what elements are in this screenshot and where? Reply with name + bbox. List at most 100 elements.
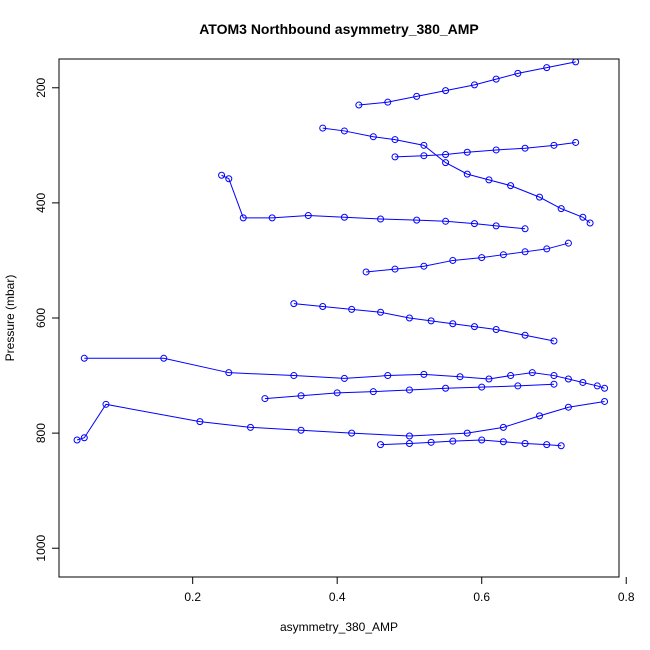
series-line-4 [322,127,591,224]
data-point [543,245,551,253]
data-point [304,212,312,220]
data-point [442,87,450,95]
data-point [442,217,450,225]
series-line-3 [221,174,526,230]
data-point [536,412,544,420]
data-point [225,175,233,183]
data-point [492,222,500,230]
x-tick-label: 0.4 [329,590,346,604]
data-point [405,439,413,447]
data-point [593,382,601,390]
data-point [319,124,327,132]
data-point [420,262,428,270]
y-tick-label: 600 [34,308,48,328]
x-tick-label: 0.2 [184,590,201,604]
chart-title: ATOM3 Northbound asymmetry_380_AMP [199,21,479,37]
data-point [557,205,565,213]
data-point [340,213,348,221]
data-point [507,182,515,190]
data-point [225,369,233,377]
series-line-1 [84,357,605,389]
data-point [478,254,486,262]
data-point [377,215,385,223]
data-point [456,373,464,381]
data-point [333,389,341,397]
data-point [405,314,413,322]
data-point [564,403,572,411]
data-point [449,320,457,328]
data-point [442,384,450,392]
data-point [550,372,558,380]
data-point [601,384,609,392]
data-point [297,426,305,434]
data-point [463,148,471,156]
data-point [420,370,428,378]
series-line-10 [394,141,576,158]
y-tick-label: 200 [34,77,48,97]
data-point [586,219,594,227]
data-point [492,326,500,334]
data-point [521,248,529,256]
data-point [521,439,529,447]
data-point [377,308,385,316]
data-point [521,331,529,339]
data-point [485,375,493,383]
data-point [102,400,110,408]
data-point [579,213,587,221]
data-point [470,323,478,331]
data-point [362,268,370,276]
data-point [290,372,298,380]
y-axis-label: Pressure (mbar) [3,275,17,362]
plot-frame [58,58,620,578]
data-point [492,146,500,154]
data-point [290,300,298,308]
data-point [405,432,413,440]
series-line-2 [76,400,605,441]
data-point [572,59,580,66]
data-point [413,92,421,100]
data-point [564,239,572,247]
data-point [463,429,471,437]
data-point [499,251,507,259]
data-point [218,171,226,179]
data-point [348,429,356,437]
data-point [557,442,565,450]
data-point [478,436,486,444]
data-point [543,441,551,449]
data-point [442,159,450,167]
data-point [499,423,507,431]
data-point [470,220,478,228]
data-point [391,136,399,144]
data-point [420,141,428,149]
data-point [543,64,551,72]
data-point [521,225,529,233]
data-point [449,256,457,264]
data-point [550,337,558,345]
data-point [492,75,500,83]
data-point [442,151,450,159]
data-point [319,302,327,310]
data-point [384,98,392,106]
data-point [507,372,515,380]
data-point [348,305,356,313]
data-point [196,418,204,426]
y-tick-label: 400 [34,193,48,213]
x-tick-label: 0.6 [473,590,490,604]
data-point [297,392,305,400]
x-tick-label: 0.8 [618,590,635,604]
data-point [536,193,544,201]
data-point [246,423,254,431]
data-point [391,153,399,161]
series-line-7 [358,61,576,106]
plot-data [73,59,609,450]
data-point [579,378,587,386]
data-point [449,437,457,445]
data-point [521,144,529,152]
data-point [369,133,377,141]
data-point [73,436,81,444]
data-point [340,127,348,135]
data-point [377,441,385,449]
data-point [160,354,168,362]
data-point [478,383,486,391]
data-point [514,69,522,77]
